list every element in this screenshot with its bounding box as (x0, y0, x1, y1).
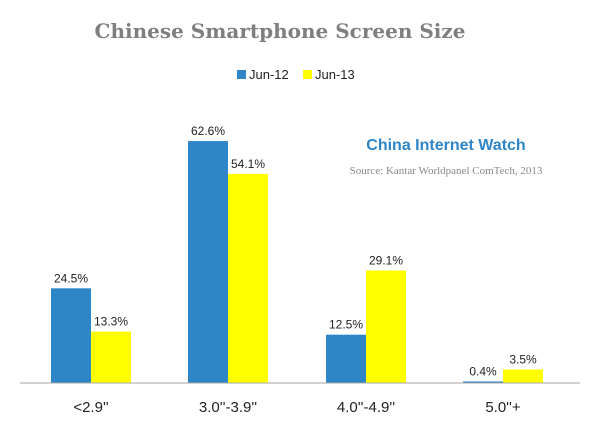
bar-jun-13-5-0 (503, 369, 543, 383)
x-tick-label-3-0-3-9: 3.0''-3.9'' (199, 399, 257, 416)
data-label-jun-13-3-0-3-9: 54.1% (231, 157, 265, 171)
watermark-source: Source: Kantar Worldpanel ComTech, 2013 (350, 165, 543, 177)
x-tick-label-5-0: 5.0''+ (485, 399, 521, 416)
legend-swatch-jun-12 (237, 70, 246, 79)
data-label-jun-13-5-0: 3.5% (509, 352, 537, 366)
bar-jun-12-2-9 (51, 288, 91, 383)
bar-jun-12-3-0-3-9 (188, 141, 228, 383)
data-label-jun-12-4-0-4-9: 12.5% (329, 318, 363, 332)
data-label-jun-12-5-0: 0.4% (469, 364, 497, 378)
x-axis-ticks: <2.9'' 3.0''-3.9'' 4.0''-4.9'' 5.0''+ (73, 399, 521, 416)
legend-swatch-jun-13 (303, 70, 312, 79)
data-label-jun-13-2-9: 13.3% (94, 315, 128, 329)
bar-jun-13-4-0-4-9 (366, 270, 406, 383)
bar-jun-12-4-0-4-9 (326, 334, 366, 383)
data-label-jun-12-3-0-3-9: 62.6% (191, 124, 225, 138)
data-label-jun-12-2-9: 24.5% (54, 271, 88, 285)
bar-jun-13-3-0-3-9 (228, 173, 268, 383)
plot-area: 24.5% 13.3% 62.6% 54.1% 12.5% 29.1% 0.4% 3.5% (51, 124, 543, 383)
watermark-brand: China Internet Watch (366, 137, 525, 154)
chart-title: Chinese Smartphone Screen Size (95, 19, 466, 43)
data-label-jun-13-4-0-4-9: 29.1% (369, 254, 403, 268)
x-tick-label-2-9: <2.9'' (73, 399, 108, 416)
x-tick-label-4-0-4-9: 4.0''-4.9'' (337, 399, 395, 416)
bar-jun-13-2-9 (91, 331, 131, 383)
bar-jun-12-5-0 (463, 381, 503, 383)
legend-label-jun-13: Jun-13 (315, 67, 355, 82)
legend: Jun-12 Jun-13 (237, 67, 355, 82)
legend-label-jun-12: Jun-12 (249, 67, 289, 82)
